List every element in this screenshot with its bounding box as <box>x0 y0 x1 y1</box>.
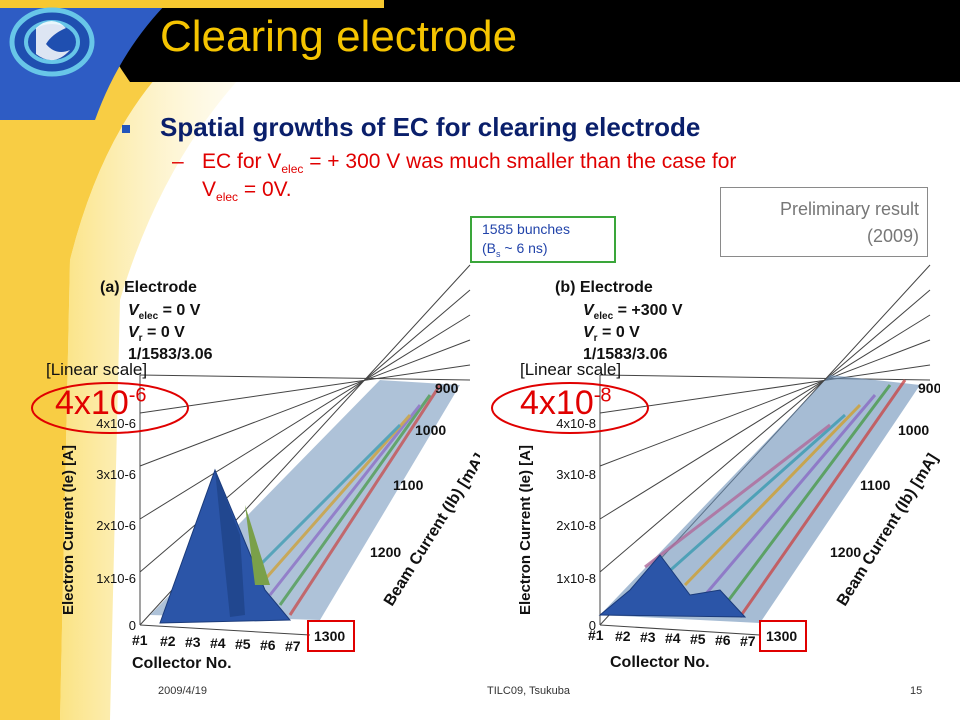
beam-tick: 1100 <box>860 477 891 493</box>
x-tick: #1 <box>132 632 148 648</box>
preliminary-result-box: Preliminary result (2009) <box>720 187 928 257</box>
panel-a-scale-value: 4x10-6 <box>55 384 147 422</box>
beam-tick: 1200 <box>370 544 401 560</box>
panel-a-peak-green <box>245 505 270 585</box>
main-bullet: Spatial growths of EC for clearing elect… <box>160 112 701 142</box>
beam-tick: 900 <box>918 380 940 396</box>
panel-b-1300-highlight <box>759 620 807 652</box>
y-tick: 2x10-8 <box>556 518 596 533</box>
panel-a-x-ticks: #1 #2 #3 #4 #5 #6 #7 <box>132 632 301 654</box>
x-tick: #7 <box>285 638 301 654</box>
panel-b-plot: (b) Electrode Velec = +300 V Vr = 0 V 1/… <box>517 264 940 671</box>
panel-a-vr: Vr = 0 V <box>128 324 185 344</box>
panel-a-fill-pattern: 1/1583/3.06 <box>128 346 213 363</box>
footer-center: TILC09, Tsukuba <box>487 685 570 697</box>
panel-b-fill-pattern: 1/1583/3.06 <box>583 346 668 363</box>
beam-tick: 1100 <box>393 477 424 493</box>
panel-b-beam-ticks: 900 1000 1100 1200 <box>830 380 940 560</box>
panel-a-ribbon-lines <box>248 384 442 616</box>
beam-tick: 900 <box>435 380 459 396</box>
footer-date: 2009/4/19 <box>158 685 207 697</box>
panel-a-scale-ellipse <box>31 382 189 434</box>
panel-a-y-ticks: 0 1x10-6 2x10-6 3x10-6 4x10-6 <box>96 416 136 633</box>
panel-a-label: (a) Electrode <box>100 279 197 296</box>
panel-b-scale-label: [Linear scale] <box>520 360 622 379</box>
beam-tick: 1200 <box>830 544 861 560</box>
panel-a-1300-highlight <box>307 620 355 652</box>
x-tick: #7 <box>740 633 756 649</box>
x-tick: #4 <box>665 630 681 646</box>
y-tick: 3x10-8 <box>556 467 596 482</box>
panel-a-scale-label: [Linear scale] <box>46 360 148 379</box>
panel-b-scale-ellipse <box>491 382 649 434</box>
x-tick: #6 <box>715 632 731 648</box>
panel-b-velec: Velec = +300 V <box>583 302 683 322</box>
beam-tick: 1000 <box>415 422 446 438</box>
panel-b-x-ticks: #1 #2 #3 #4 #5 #6 #7 <box>588 627 756 649</box>
panel-a-x-axis-label: Collector No. <box>132 655 232 672</box>
footer-page-number: 15 <box>910 685 923 697</box>
x-tick: #5 <box>235 636 251 652</box>
kek-logo-icon <box>9 7 95 77</box>
y-tick: 4x10-8 <box>556 416 596 431</box>
x-tick: #6 <box>260 637 276 653</box>
x-tick: #2 <box>160 633 176 649</box>
bunch-info-box: 1585 bunches (Bs ~ 6 ns) <box>470 216 616 263</box>
panel-b-label: (b) Electrode <box>555 279 653 296</box>
beam-tick: 1000 <box>898 422 929 438</box>
beam-tick: 1300 <box>314 628 345 644</box>
prelim-line-1: Preliminary result <box>779 199 919 219</box>
sub-bullet-dash: – <box>172 150 184 173</box>
x-tick: #5 <box>690 631 706 647</box>
beam-tick: 1300 <box>766 628 797 644</box>
y-tick: 2x10-6 <box>96 518 136 533</box>
panel-b-peak <box>598 554 747 618</box>
panel-b-vr: Vr = 0 V <box>583 324 640 344</box>
y-tick: 1x10-6 <box>96 571 136 586</box>
panel-a-grid <box>139 264 471 636</box>
sub-bullet-line-2: Velec = 0V. <box>202 178 292 205</box>
x-tick: #2 <box>615 628 631 644</box>
x-tick: #3 <box>185 634 201 650</box>
panel-b-y-ticks: 0 1x10-8 2x10-8 3x10-8 4x10-8 <box>556 416 596 633</box>
panel-a-beam-ticks: 900 1000 1100 1200 <box>370 380 459 560</box>
y-tick: 3x10-6 <box>96 467 136 482</box>
panel-a-peak-shade <box>215 470 245 617</box>
panel-b-ribbon-lines <box>644 379 907 618</box>
panel-a-plot: (a) Electrode Velec = 0 V Vr = 0 V 1/158… <box>60 264 480 672</box>
x-tick: #3 <box>640 629 656 645</box>
slide-title: Clearing electrode <box>160 12 518 61</box>
y-tick: 0 <box>129 618 136 633</box>
bunch-line-2: (Bs ~ 6 ns) <box>482 240 548 259</box>
panel-a-velec: Velec = 0 V <box>128 302 201 322</box>
x-tick: #4 <box>210 635 226 651</box>
panel-b-scale-value: 4x10-8 <box>520 384 612 422</box>
x-tick: #1 <box>588 627 604 643</box>
panel-b-x-axis-label: Collector No. <box>610 654 710 671</box>
y-tick: 4x10-6 <box>96 416 136 431</box>
panel-a-y-axis-label: Electron Current (Ie) [A] <box>60 445 77 615</box>
prelim-line-2: (2009) <box>866 226 919 246</box>
y-tick: 1x10-8 <box>556 571 596 586</box>
sub-bullet-line-1: EC for Velec = + 300 V was much smaller … <box>202 150 737 177</box>
bunch-line-1: 1585 bunches <box>482 221 570 237</box>
panel-b-y-axis-label: Electron Current (Ie) [A] <box>517 445 534 615</box>
y-tick: 0 <box>589 618 596 633</box>
bullet-marker-icon <box>122 125 130 133</box>
